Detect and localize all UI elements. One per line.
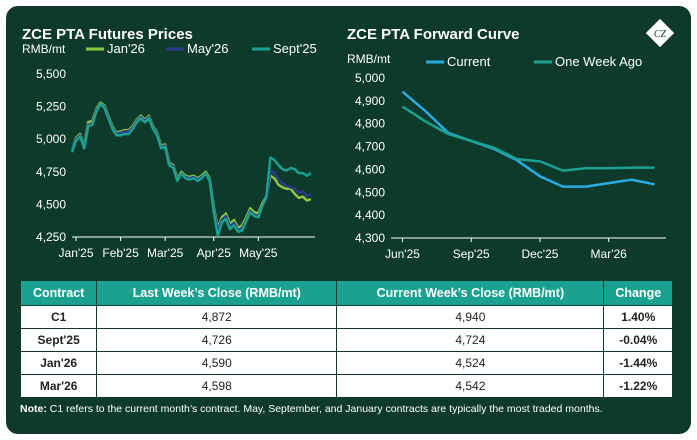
y-tick-label: 4,250: [36, 230, 66, 244]
y-tick-label: 4,400: [355, 208, 385, 222]
series-line-2: [70, 102, 312, 237]
table-row: C1 4,872 4,940 1.40%: [19, 305, 673, 329]
x-tick-label: Mar'26: [591, 247, 628, 261]
x-tick-label: May'25: [239, 246, 278, 260]
legend-label: One Week Ago: [555, 54, 642, 69]
x-tick-label: Sep'25: [453, 247, 490, 261]
table-cell: Mar'26: [19, 374, 98, 398]
y-tick-label: 5,000: [355, 71, 385, 85]
table-cell: 4,542: [336, 374, 605, 398]
forward-curve-title: ZCE PTA Forward Curve: [347, 26, 520, 43]
x-tick-label: Dec'25: [521, 247, 558, 261]
table-cell: 4,590: [96, 351, 338, 375]
y-tick-label: 4,800: [355, 117, 385, 131]
table-cell: 4,524: [336, 351, 605, 375]
note-text: C1 refers to the current month’s contrac…: [46, 403, 603, 415]
report-card: ZCE PTA Futures Prices ZCE PTA Forward C…: [6, 6, 691, 434]
table-row: Mar'26 4,598 4,542 -1.22%: [19, 374, 673, 398]
y-tick-label: 4,700: [355, 140, 385, 154]
table-cell: 4,724: [336, 328, 605, 352]
forward-curve-chart: RMB/mt 5,000 4,900 4,800 4,700 4,600 4,500 4,40…: [347, 52, 666, 261]
table-cell: -0.04%: [603, 328, 673, 352]
y-axis-unit-label: RMB/mt: [22, 42, 66, 56]
x-tick-label: Jan'25: [59, 246, 94, 260]
footnote: Note: C1 refers to the current month’s c…: [20, 402, 670, 416]
legend-label: Current: [447, 54, 491, 69]
futures-chart-title: ZCE PTA Futures Prices: [22, 26, 193, 43]
x-tick-label: Feb'25: [102, 246, 139, 260]
y-axis-unit-label: RMB/mt: [347, 52, 391, 66]
series-line-0: [401, 90, 655, 188]
table-cell: -1.22%: [603, 374, 673, 398]
table-cell: Sept'25: [19, 328, 98, 352]
table-cell: 4,872: [96, 305, 338, 329]
x-tick-label: Jun'25: [385, 247, 420, 261]
y-tick-label: 5,000: [36, 132, 66, 146]
y-tick-label: 4,900: [355, 94, 385, 108]
table-row: Jan'26 4,590 4,524 -1.44%: [19, 351, 673, 375]
table-cell: 4,726: [96, 328, 338, 352]
table-cell: 4,940: [336, 305, 605, 329]
x-tick-label: Mar'25: [147, 246, 184, 260]
futures-prices-chart: RMB/mt 5,500 5,250 5,000 4,750 4,500 4,250 Jan'…: [22, 41, 317, 260]
y-tick-label: 4,500: [36, 197, 66, 211]
table-header-cell: Current Week’s Close (RMB/mt): [336, 280, 605, 306]
table-cell: 4,598: [96, 374, 338, 398]
y-tick-label: 4,600: [355, 162, 385, 176]
table-header-cell: Contract: [19, 280, 98, 306]
legend-label: Sept'25: [273, 41, 317, 56]
legend-label: May'26: [187, 41, 229, 56]
table-body: C1 4,872 4,940 1.40% Sept'25 4,726 4,724 -0.04%…: [19, 305, 673, 398]
table-cell: -1.44%: [603, 351, 673, 375]
table-cell: C1: [19, 305, 98, 329]
series-line-1: [401, 105, 655, 172]
x-tick-label: Apr'25: [197, 246, 232, 260]
y-tick-label: 4,500: [355, 185, 385, 199]
contract-table: Contract Last Week’s Close (RMB/mt) Curren…: [19, 280, 673, 398]
logo-text: CZ: [654, 29, 667, 40]
table-cell: Jan'26: [19, 351, 98, 375]
y-tick-label: 5,500: [36, 67, 66, 81]
table-header-cell: Change: [603, 280, 673, 306]
legend-label: Jan'26: [107, 41, 145, 56]
y-tick-label: 5,250: [36, 100, 66, 114]
y-tick-label: 4,300: [355, 231, 385, 245]
table-header-cell: Last Week’s Close (RMB/mt): [96, 280, 338, 306]
note-label: Note:: [20, 403, 47, 415]
y-tick-label: 4,750: [36, 165, 66, 179]
table-header-row: Contract Last Week’s Close (RMB/mt) Curren…: [19, 280, 673, 306]
cz-diamond-logo-icon: CZ: [645, 18, 675, 48]
table-cell: 1.40%: [603, 305, 673, 329]
table-row: Sept'25 4,726 4,724 -0.04%: [19, 328, 673, 352]
